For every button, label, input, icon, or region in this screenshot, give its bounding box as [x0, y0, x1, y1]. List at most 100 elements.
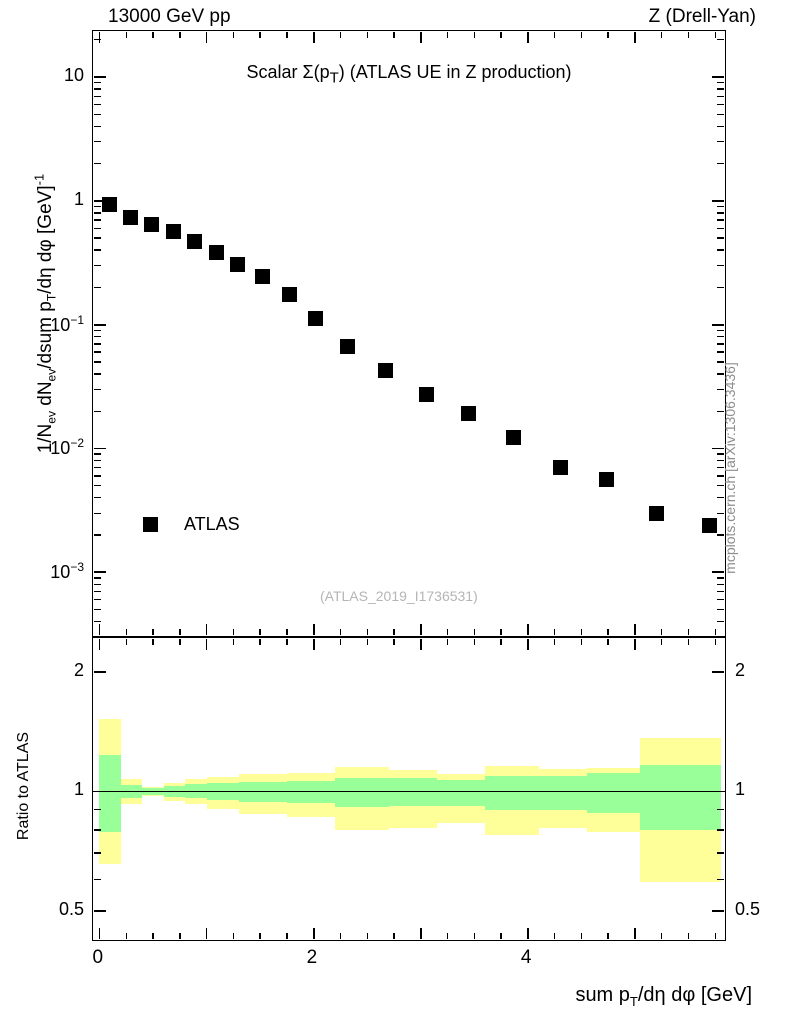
ratio-y-tick-right: [717, 808, 725, 811]
ratio-x-tick-bottom: [580, 933, 583, 940]
y-tick-minor: [93, 608, 101, 611]
y-tick-minor: [93, 466, 101, 469]
x-axis-title: sum pT/dη dφ [GeV]: [575, 984, 752, 1009]
main-plot-frame: [92, 30, 726, 637]
y-tick-minor: [93, 205, 101, 208]
x-tick-minor-bottom: [286, 629, 288, 636]
y-tick-minor-right: [717, 608, 725, 611]
data-point: [123, 210, 139, 226]
ratio-x-tick-top: [526, 638, 529, 650]
y-tick-minor: [93, 620, 101, 623]
x-tick-minor-top: [687, 31, 690, 38]
ratio-y-tick-label-left: 0.5: [58, 898, 84, 919]
y-tick-label: 10−3: [50, 560, 84, 583]
x-tick-minor-bottom: [446, 629, 449, 636]
x-tick-minor-bottom: [473, 629, 476, 636]
y-tick-minor-right: [717, 620, 725, 623]
y-tick-minor-right: [717, 103, 725, 106]
y-tick-minor: [93, 599, 101, 601]
x-tick-major-top: [526, 31, 529, 43]
ratio-x-tick-top: [98, 638, 101, 650]
y-tick-minor: [93, 343, 101, 345]
y-tick-minor: [93, 361, 101, 363]
ratio-x-tick-bottom: [259, 933, 261, 940]
x-tick-minor-bottom: [580, 629, 583, 636]
ratio-x-tick-top: [607, 638, 609, 645]
ratio-x-tick-bottom: [553, 933, 556, 940]
data-point: [308, 311, 324, 327]
y-tick-major-right: [712, 76, 725, 78]
y-tick-minor-right: [717, 113, 725, 116]
ratio-y-tick-right: [717, 829, 725, 831]
ratio-x-tick-bottom: [312, 928, 315, 940]
ratio-y-tick-right: [712, 910, 725, 912]
ratio-x-tick-top: [312, 638, 315, 650]
x-tick-minor-bottom: [714, 629, 716, 636]
ratio-x-tick-bottom: [232, 933, 235, 940]
y-tick-minor-right: [717, 329, 725, 332]
y-tick-minor-right: [717, 95, 725, 97]
x-tick-minor-top: [607, 31, 609, 38]
x-tick-minor-bottom: [393, 629, 395, 636]
ratio-y-tick: [93, 910, 106, 912]
ratio-x-tick-top: [259, 638, 261, 645]
yaxis-part-b: dN: [34, 381, 56, 412]
x-tick-minor-bottom: [607, 629, 609, 636]
ratio-y-tick: [93, 829, 101, 831]
y-tick-minor-right: [717, 88, 725, 90]
x-tick-minor-bottom: [687, 629, 690, 636]
y-tick-minor-right: [717, 373, 725, 375]
y-tick-label: 10: [63, 65, 84, 86]
y-tick-minor-right: [717, 162, 725, 165]
y-tick-minor: [93, 534, 101, 536]
y-tick-minor: [93, 125, 101, 128]
x-tick-minor-bottom: [152, 629, 154, 636]
y-tick-minor-right: [717, 466, 725, 469]
y-tick-minor: [93, 237, 101, 239]
y-tick-minor: [93, 497, 101, 499]
y-tick-minor-right: [717, 534, 725, 536]
ratio-band-inner: [485, 775, 539, 810]
y-tick-minor: [93, 88, 101, 90]
ratio-y-tick-right: [712, 790, 725, 793]
yaxis-sub-c: T: [44, 293, 59, 302]
plot-title-post: ) (ATLAS UE in Z production): [338, 62, 572, 82]
y-tick-minor-right: [717, 388, 725, 391]
y-tick-minor: [93, 162, 101, 165]
data-point: [340, 338, 356, 354]
ratio-band-inner: [640, 765, 721, 830]
plot-title-pre: Scalar Σ(p: [246, 62, 330, 82]
y-tick-major: [93, 323, 106, 326]
ratio-y-tick: [93, 878, 101, 881]
y-tick-minor: [93, 113, 101, 116]
ratio-x-tick-bottom: [473, 933, 476, 940]
y-tick-minor-right: [717, 335, 725, 338]
ratio-x-tick-bottom: [366, 933, 368, 940]
ratio-y-tick-right: [717, 878, 725, 881]
data-point: [165, 224, 181, 240]
data-point: [208, 244, 224, 260]
y-tick-minor: [93, 453, 101, 455]
xaxis-part-post: /dη dφ [GeV]: [637, 984, 752, 1006]
x-tick-minor-top: [232, 31, 235, 38]
y-tick-minor-right: [717, 577, 725, 579]
ratio-x-tick-bottom: [393, 933, 395, 940]
ratio-x-tick-bottom: [607, 933, 609, 940]
x-tick-major-top: [98, 31, 101, 43]
ratio-x-tick-bottom: [205, 928, 208, 940]
ratio-x-tick-top: [500, 638, 502, 645]
data-point: [702, 517, 718, 533]
y-tick-minor-right: [717, 599, 725, 601]
y-tick-minor-right: [717, 227, 725, 230]
data-point: [552, 460, 568, 476]
x-tick-minor-top: [553, 31, 556, 38]
data-point: [418, 386, 434, 402]
x-tick-minor-bottom: [259, 629, 261, 636]
legend-label-atlas: ATLAS: [184, 514, 240, 534]
ratio-x-tick-bottom: [500, 933, 502, 940]
x-tick-minor-top: [259, 31, 261, 38]
ratio-x-tick-bottom: [152, 933, 154, 940]
ratio-x-tick-bottom: [714, 933, 716, 940]
x-tick-minor-top: [339, 31, 342, 38]
y-tick-major-right: [712, 447, 725, 450]
